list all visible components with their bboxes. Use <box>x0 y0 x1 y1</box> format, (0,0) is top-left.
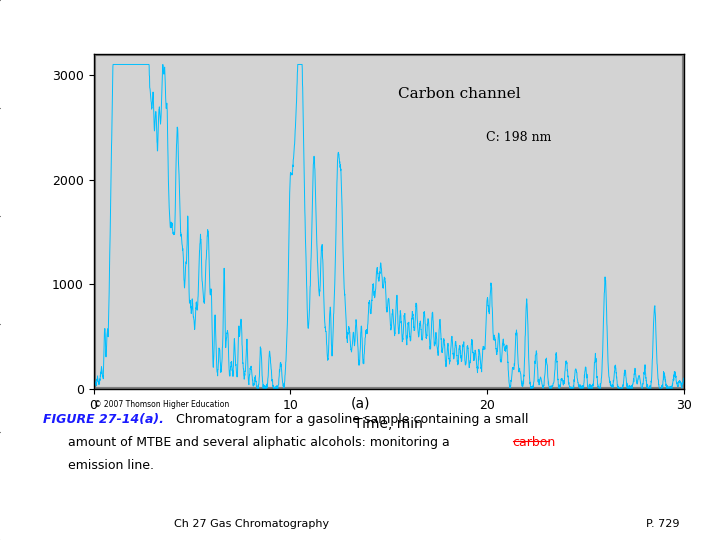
Text: Chromatogram for a gasoline sample containing a small: Chromatogram for a gasoline sample conta… <box>176 413 529 426</box>
Text: emission line.: emission line. <box>68 459 154 472</box>
X-axis label: Time, min: Time, min <box>354 417 423 431</box>
Text: FIGURE 27-14(a).: FIGURE 27-14(a). <box>43 413 164 426</box>
Text: Ch 27 Gas Chromatography: Ch 27 Gas Chromatography <box>174 519 330 529</box>
Text: C: 198 nm: C: 198 nm <box>486 131 552 144</box>
Text: P. 729: P. 729 <box>646 519 679 529</box>
Text: (a): (a) <box>350 397 370 411</box>
Text: Carbon channel: Carbon channel <box>398 87 521 101</box>
Text: amount of MTBE and several aliphatic alcohols: monitoring a: amount of MTBE and several aliphatic alc… <box>68 436 454 449</box>
Text: © 2007 Thomson Higher Education: © 2007 Thomson Higher Education <box>94 400 229 409</box>
Text: carbon: carbon <box>513 436 556 449</box>
